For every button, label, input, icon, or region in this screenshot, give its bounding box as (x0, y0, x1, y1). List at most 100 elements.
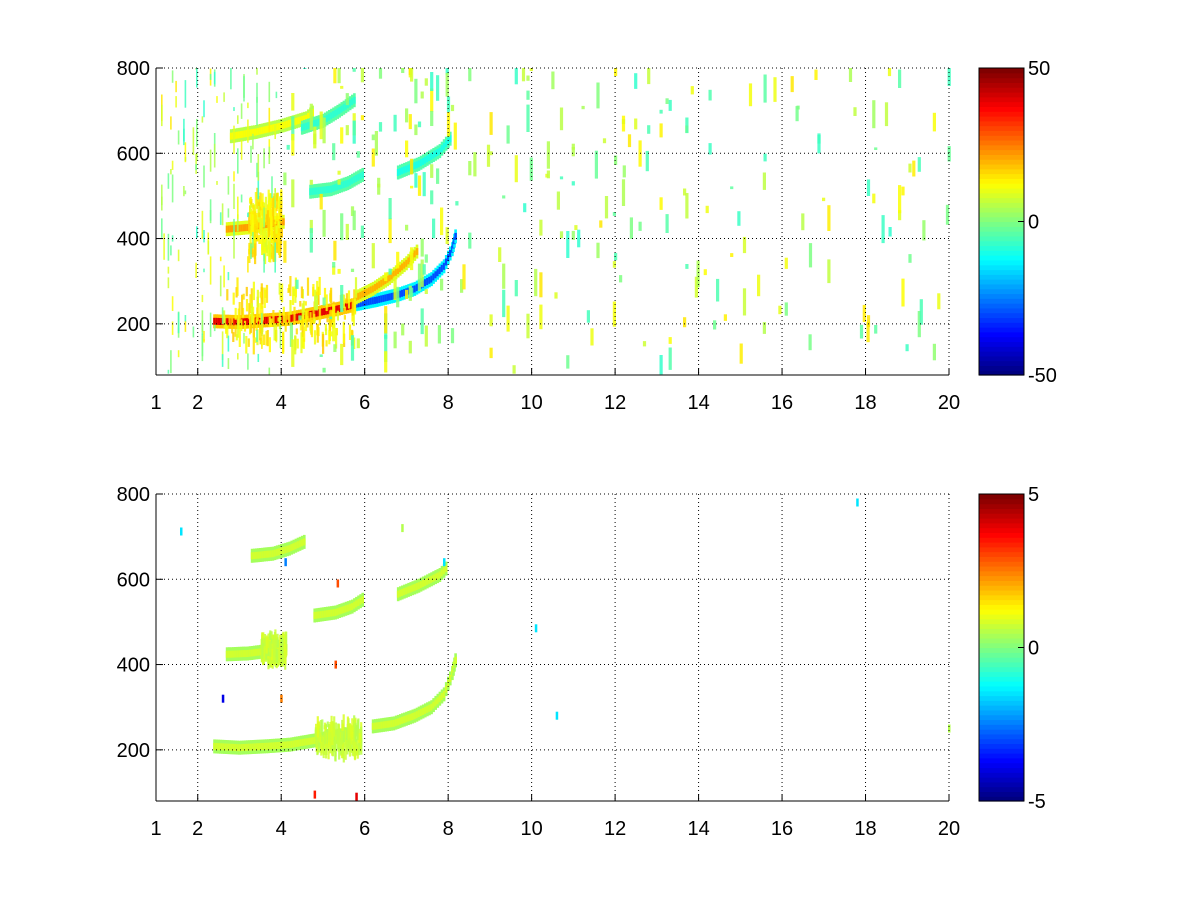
noise-streak (629, 217, 633, 239)
noise-streak (393, 276, 397, 300)
blob-cell (353, 337, 356, 349)
curve-cell (299, 116, 302, 124)
blob-cell (259, 291, 262, 298)
colorbar-band (979, 365, 1024, 371)
curve-cell (220, 743, 224, 751)
noise-streak (901, 278, 905, 307)
curve-cell (278, 741, 282, 749)
curve-cell (403, 588, 406, 596)
blob-cell (324, 730, 327, 744)
blob-cell (325, 340, 328, 347)
noise-streak (337, 68, 341, 84)
blob-cell (273, 228, 276, 247)
blob-cell (270, 318, 273, 327)
curve-cell (303, 738, 307, 746)
curve-cell (371, 297, 375, 305)
curve-cell (292, 740, 295, 748)
curve-cell (315, 309, 318, 317)
colorbar-band (979, 259, 1024, 266)
curve-cell (328, 609, 331, 617)
noise-streak (388, 268, 392, 275)
noise-streak (778, 305, 782, 315)
curve-cell (413, 583, 417, 591)
curve-cell (246, 224, 250, 231)
blob-cell (250, 316, 253, 333)
noise-streak (360, 68, 364, 83)
curve-cell (280, 315, 284, 323)
noise-streak (286, 144, 290, 150)
blob-cell (271, 207, 275, 226)
noise-streak (422, 264, 426, 275)
curve-cell (359, 597, 362, 605)
blob-cell (251, 214, 254, 237)
blob-cell (241, 294, 244, 316)
noise-streak (808, 243, 813, 268)
noise-streak (556, 191, 560, 210)
noise-streak (685, 117, 689, 134)
colorbar-band (979, 327, 1024, 333)
noise-streak (171, 321, 174, 335)
noise-streak (690, 86, 694, 95)
curve-cell (290, 544, 293, 552)
noise-streak (184, 142, 187, 163)
blob-cell (269, 196, 272, 217)
blob-cell (259, 319, 262, 341)
colorbar-band (979, 303, 1024, 309)
curve-cell (317, 187, 321, 195)
noise-streak (795, 106, 799, 122)
noise-streak (209, 256, 212, 285)
blob-cell (281, 283, 284, 303)
blob-cell (274, 638, 277, 658)
noise-streak (163, 233, 165, 260)
curve-cell (436, 148, 440, 156)
noise-streak (420, 91, 424, 99)
noise-streak (209, 312, 212, 337)
colorbar-band (979, 580, 1024, 586)
noise-streak (529, 157, 533, 181)
blob-cell (300, 332, 303, 354)
noise-streak (414, 78, 418, 104)
curve-cell (421, 580, 425, 587)
curve-cell (286, 741, 289, 749)
noise-streak (848, 68, 853, 82)
colorbar-band (979, 72, 1024, 79)
colorbar-band (979, 245, 1024, 251)
curve-cell (305, 122, 308, 130)
colorbar-band (979, 666, 1024, 673)
noise-streak (489, 151, 493, 156)
blob-cell (267, 647, 270, 656)
curve-cell (353, 601, 356, 609)
noise-streak (374, 131, 378, 156)
curve-cell (403, 716, 406, 724)
curve-cell (253, 743, 257, 751)
curve-cell (363, 289, 367, 297)
colorbar-band (979, 498, 1024, 505)
curve-cell (305, 738, 309, 746)
noise-streak (683, 188, 687, 196)
colorbar-band (979, 676, 1024, 682)
noise-streak (171, 70, 174, 83)
curve-cell (251, 129, 254, 137)
noise-streak (621, 179, 626, 206)
blob-cell (277, 233, 281, 255)
blob-cell (273, 635, 276, 656)
noise-streak (436, 168, 440, 184)
blob-cell (252, 315, 255, 324)
x-tick-label: 16 (771, 392, 793, 414)
blob-cell (274, 204, 277, 225)
noise-streak (410, 247, 414, 271)
curve-cell (311, 737, 315, 745)
curve-cell (447, 254, 450, 262)
blob-cell (263, 237, 267, 243)
noise-streak (814, 69, 818, 80)
noise-streak (329, 316, 333, 320)
curve-cell (242, 224, 245, 232)
curve-cell (334, 609, 337, 616)
noise-streak (257, 171, 260, 200)
noise-streak (554, 292, 558, 299)
noise-streak (233, 218, 235, 236)
curve-cell (417, 160, 421, 168)
noise-streak (221, 354, 224, 367)
curve-cell (258, 127, 262, 135)
